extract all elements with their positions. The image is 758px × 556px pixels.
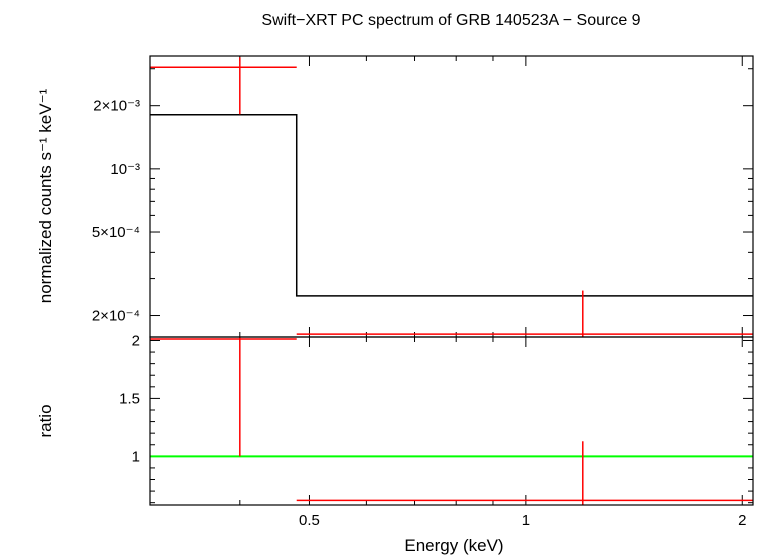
y-axis-label-spectrum: normalized counts s⁻¹ keV⁻¹ <box>36 88 55 303</box>
ratio-panel-frame <box>149 336 754 506</box>
y-tick-label: 1 <box>132 448 140 465</box>
y-tick-label: 2×10⁻³ <box>93 98 140 115</box>
y-tick-label: 2 <box>132 332 140 349</box>
y-tick-label: 5×10⁻⁴ <box>92 224 140 241</box>
x-tick-label: 1 <box>522 512 530 529</box>
x-tick-label: 2 <box>738 512 746 529</box>
x-axis-label: Energy (keV) <box>404 536 503 555</box>
y-axis-label-ratio: ratio <box>36 404 55 437</box>
x-tick-label: 0.5 <box>299 512 320 529</box>
y-tick-label: 10⁻³ <box>110 161 140 178</box>
y-tick-label: 1.5 <box>119 390 140 407</box>
model-step-line <box>150 114 753 297</box>
plot-area: 0.5 1 2 2×10⁻⁴ 5×10⁻⁴ 10⁻³ 2×10⁻³ 1 1.5 2 <box>92 55 754 529</box>
y-tick-label: 2×10⁻⁴ <box>92 308 140 325</box>
chart-title: Swift−XRT PC spectrum of GRB 140523A − S… <box>261 12 640 29</box>
